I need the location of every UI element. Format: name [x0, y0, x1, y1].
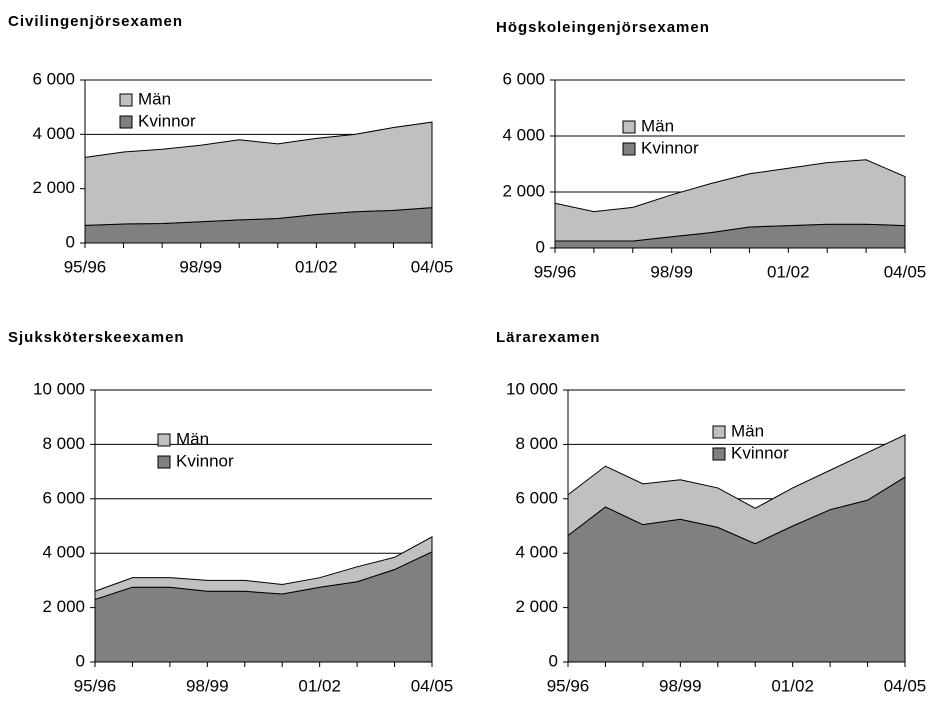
y-tick-label: 0 — [66, 232, 75, 251]
legend-label: Kvinnor — [138, 111, 196, 130]
legend-label: Män — [138, 89, 171, 108]
y-tick-label: 2 000 — [515, 597, 558, 616]
y-tick-label: 4 000 — [515, 543, 558, 562]
x-tick-label: 98/99 — [186, 676, 229, 695]
area — [84, 121, 433, 226]
x-tick-label: 98/99 — [659, 676, 702, 695]
chart-title: Sjuksköterskeexamen — [8, 329, 185, 346]
x-tick-label: 04/05 — [884, 262, 927, 281]
area — [554, 159, 906, 242]
legend-swatch — [622, 142, 636, 156]
y-tick-label: 6 000 — [502, 69, 545, 88]
legend-label: Kvinnor — [731, 443, 789, 462]
chart-title: Civilingenjörsexamen — [8, 13, 183, 30]
legend-swatch — [157, 455, 171, 469]
y-tick-label: 8 000 — [515, 434, 558, 453]
x-tick-label: 04/05 — [411, 257, 454, 276]
area — [94, 536, 433, 601]
y-tick-label: 6 000 — [42, 488, 85, 507]
legend-label: Män — [176, 429, 209, 448]
legend-label: Män — [641, 116, 674, 135]
y-tick-label: 10 000 — [33, 379, 85, 398]
x-tick-label: 01/02 — [298, 676, 341, 695]
legend-swatch — [712, 425, 726, 439]
x-tick-label: 04/05 — [411, 676, 454, 695]
x-tick-label: 95/96 — [534, 262, 577, 281]
chart-title: Lärarexamen — [496, 329, 600, 346]
y-tick-label: 6 000 — [32, 69, 75, 88]
x-tick-label: 98/99 — [179, 257, 222, 276]
y-tick-label: 4 000 — [32, 124, 75, 143]
legend-swatch — [622, 120, 636, 134]
y-tick-label: 8 000 — [42, 434, 85, 453]
legend-label: Kvinnor — [641, 138, 699, 157]
y-tick-label: 4 000 — [502, 125, 545, 144]
y-tick-label: 2 000 — [32, 178, 75, 197]
x-tick-label: 01/02 — [767, 262, 810, 281]
legend-swatch — [157, 433, 171, 447]
y-tick-label: 0 — [536, 237, 545, 256]
x-tick-label: 98/99 — [650, 262, 693, 281]
x-tick-label: 95/96 — [547, 676, 590, 695]
legend-swatch — [119, 93, 133, 107]
x-tick-label: 01/02 — [295, 257, 338, 276]
y-tick-label: 2 000 — [502, 181, 545, 200]
legend-label: Kvinnor — [176, 451, 234, 470]
y-tick-label: 6 000 — [515, 488, 558, 507]
x-tick-label: 01/02 — [771, 676, 814, 695]
legend-swatch — [119, 115, 133, 129]
y-tick-label: 0 — [549, 651, 558, 670]
x-tick-label: 95/96 — [64, 257, 107, 276]
legend-swatch — [712, 447, 726, 461]
x-tick-label: 95/96 — [74, 676, 117, 695]
y-tick-label: 10 000 — [506, 379, 558, 398]
y-tick-label: 2 000 — [42, 597, 85, 616]
area — [567, 434, 906, 545]
y-tick-label: 0 — [76, 651, 85, 670]
chart-title: Högskoleingenjörsexamen — [496, 19, 710, 36]
legend-label: Män — [731, 421, 764, 440]
y-tick-label: 4 000 — [42, 543, 85, 562]
x-tick-label: 04/05 — [884, 676, 927, 695]
